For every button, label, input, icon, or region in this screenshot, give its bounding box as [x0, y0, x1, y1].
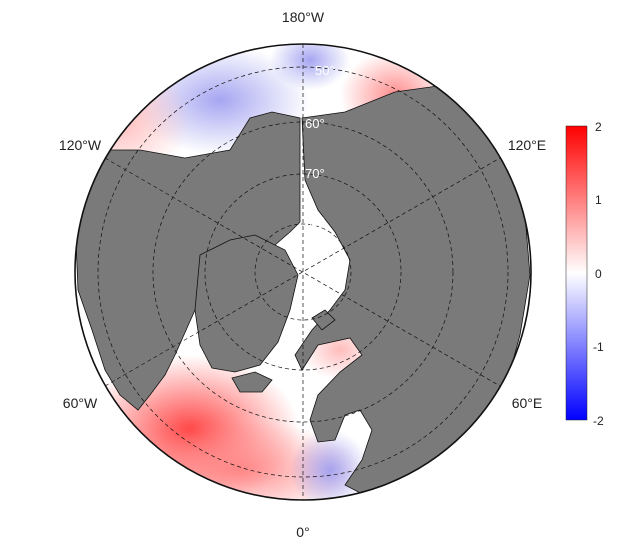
- colorbar-tick-minus-1: -1: [593, 340, 604, 354]
- lon-label-120W: 120°W: [59, 137, 102, 153]
- graticule: [97, 44, 509, 500]
- lon-label-60E: 60°E: [512, 395, 543, 411]
- land-svalbard: [311, 309, 336, 331]
- land-masses: [75, 84, 531, 499]
- colorbar-tick-2: 2: [595, 120, 602, 134]
- lon-label-0: 0°: [296, 524, 309, 540]
- land-greenland: [194, 234, 299, 373]
- lon-label-180W: 180°W: [282, 9, 325, 25]
- colorbar-ramp: [565, 125, 588, 421]
- lat-label-80: 80°: [305, 214, 325, 229]
- colorbar-tick-minus-2: -2: [593, 414, 604, 428]
- lat-label-50: 50°: [315, 63, 335, 78]
- lon-label-120E: 120°E: [508, 137, 546, 153]
- meridian-120W-60E: [104, 157, 501, 387]
- blue-anomaly-bering-north: [270, 44, 350, 90]
- latitude-circle-80: [254, 223, 352, 321]
- colorbar-tick-1: 1: [595, 193, 602, 207]
- colorbar: 2 1 0 -1 -2: [565, 120, 604, 428]
- latitude-circle-50: [97, 66, 509, 478]
- latitude-circle-70: [204, 173, 402, 371]
- meridian-60W-120E: [104, 157, 501, 387]
- map-boundary: [74, 43, 532, 501]
- land-iceland: [231, 371, 273, 393]
- latitude-circle-60: [152, 121, 454, 423]
- lat-label-60: 60°: [305, 116, 325, 131]
- lon-label-60W: 60°W: [63, 395, 98, 411]
- colorbar-tick-0: 0: [595, 267, 602, 281]
- blue-anomaly-north-sea: [290, 430, 370, 500]
- lat-label-70: 70°: [305, 166, 325, 181]
